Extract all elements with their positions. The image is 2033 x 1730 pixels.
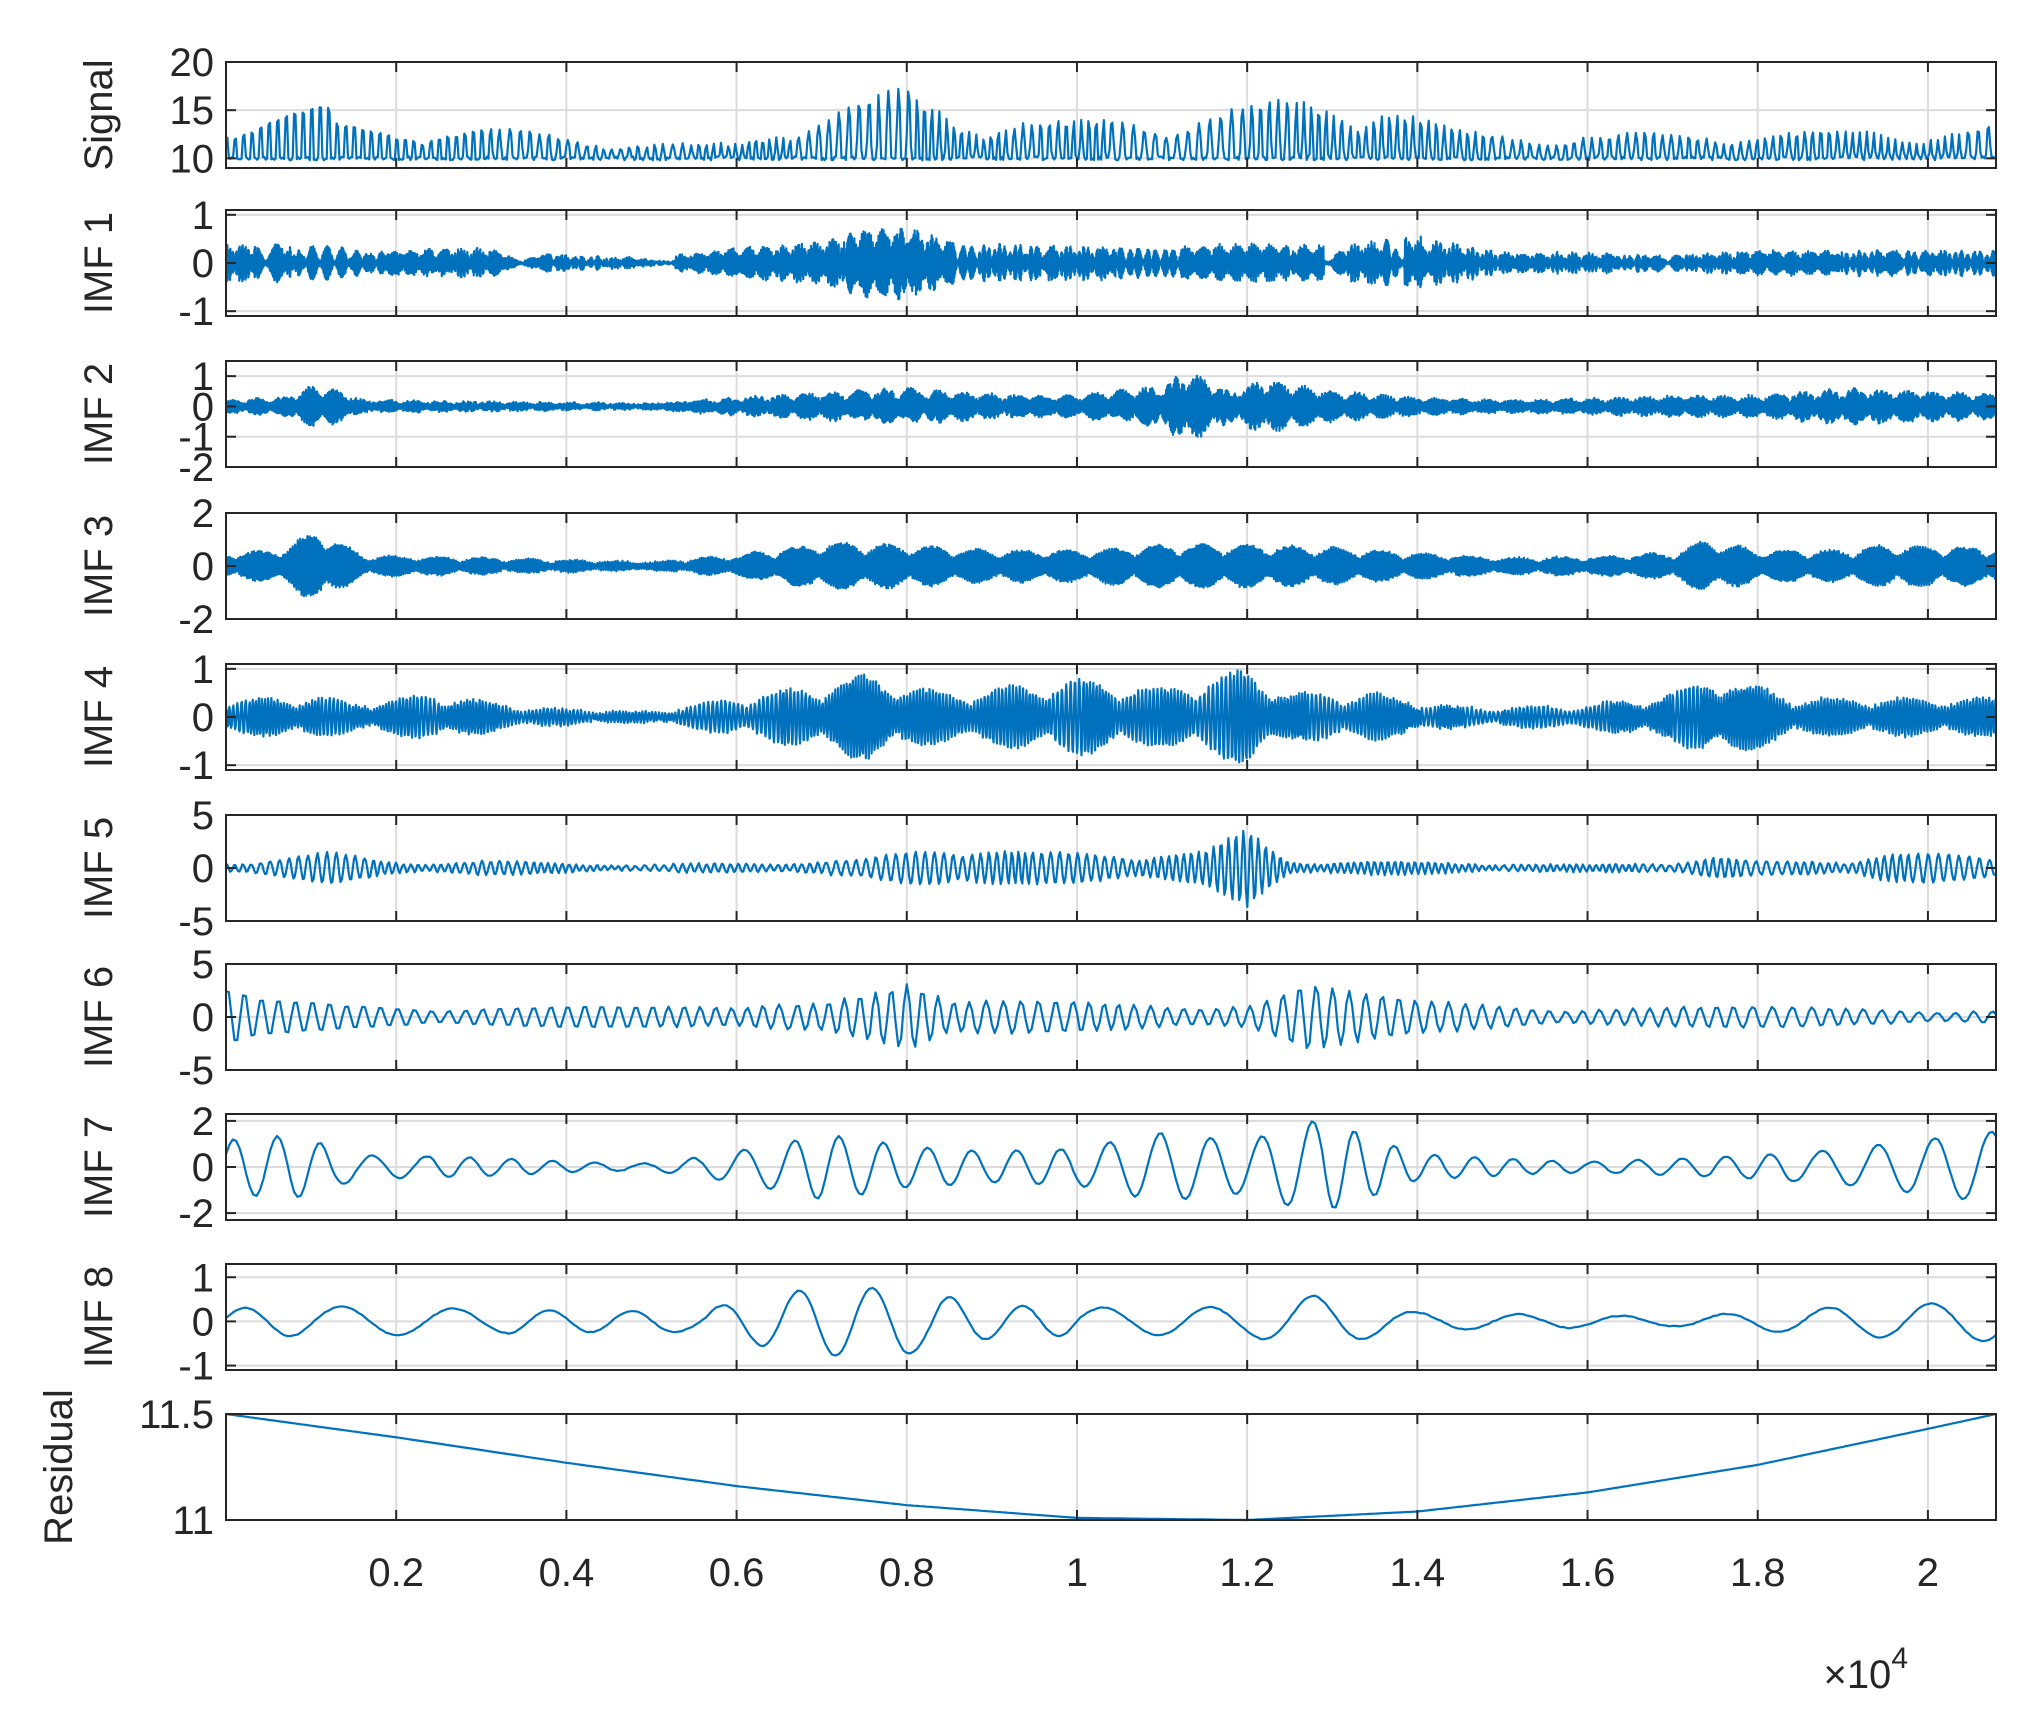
- x-tick-label: 1.2: [1219, 1551, 1275, 1595]
- y-tick-label: -5: [178, 900, 214, 944]
- y-axis-label: Residual: [37, 1389, 81, 1545]
- subplot-9: -101 IMF 8: [77, 1256, 1997, 1389]
- y-axis-label: IMF 3: [77, 515, 121, 617]
- series-line: [225, 983, 1997, 1050]
- y-axis-label: IMF 1: [77, 212, 121, 314]
- x-axis: 0.2 0.4 0.6 0.8 1 1.2 1.4 1.6 1.8 2: [368, 1551, 1939, 1595]
- y-tick-label: -1: [178, 1345, 214, 1389]
- y-axis-label: IMF 5: [77, 817, 121, 919]
- subplot-3: -2-101 IMF 2: [77, 355, 1997, 490]
- y-tick-label: -1: [178, 744, 214, 788]
- y-axis-label: IMF 6: [77, 966, 121, 1068]
- y-tick-label: 10: [170, 137, 215, 181]
- y-tick-label: 1: [192, 194, 214, 238]
- y-tick-label: 1: [192, 648, 214, 692]
- subplot-4: -2 0 2 IMF 3: [77, 492, 1998, 642]
- gridlines: [226, 1264, 1996, 1370]
- y-tick-label: 5: [192, 943, 214, 987]
- y-tick-label: 15: [170, 89, 215, 133]
- y-tick-label: 20: [170, 41, 215, 85]
- series-line: [224, 374, 1997, 438]
- x-tick-label: 0.6: [709, 1551, 765, 1595]
- x-tick-label: 2: [1917, 1551, 1939, 1595]
- series-line: [225, 87, 1995, 162]
- series-line: [225, 829, 1996, 909]
- subplot-8: -202 IMF 7: [77, 1100, 1997, 1236]
- y-tick-label: 0: [192, 847, 214, 891]
- y-tick-label: 1: [192, 1256, 214, 1300]
- x-tick-label: 0.4: [539, 1551, 595, 1595]
- axes-box: [225, 61, 1997, 169]
- y-axis-label: Signal: [77, 59, 121, 170]
- subplot-6: -5 0 5 IMF 5: [77, 794, 1997, 944]
- y-tick-label: 11: [172, 1499, 214, 1543]
- axes-box: [225, 1263, 1997, 1371]
- x-axis-exponent-base: ×10: [1823, 1653, 1891, 1697]
- series-line: [224, 535, 1998, 598]
- y-tick-label: -1: [178, 290, 214, 334]
- series-line: [225, 1286, 1997, 1357]
- x-tick-label: 1: [1066, 1551, 1088, 1595]
- y-tick-label: -5: [178, 1049, 214, 1093]
- y-axis-label: IMF 2: [77, 363, 121, 465]
- gridlines: [226, 1114, 1996, 1220]
- subplot-2: -101 IMF 1: [77, 194, 1998, 334]
- subplot-7: -5 0 5 IMF 6: [77, 943, 1997, 1093]
- y-tick-label: 0: [192, 1146, 214, 1190]
- subplot-5: -101 IMF 4: [77, 648, 1997, 788]
- axes-box: [225, 360, 1997, 468]
- y-tick-label: 11.5: [139, 1393, 214, 1437]
- y-tick-label: 2: [192, 492, 214, 536]
- x-tick-label: 0.2: [368, 1551, 424, 1595]
- x-tick-label: 0.8: [879, 1551, 935, 1595]
- y-axis-label: IMF 8: [77, 1266, 121, 1368]
- x-tick-label: 1.8: [1730, 1551, 1786, 1595]
- x-tick-label: 1.4: [1390, 1551, 1446, 1595]
- gridlines: [395, 1414, 1929, 1520]
- y-tick-label: -1: [178, 416, 214, 460]
- axes-box: [225, 1413, 1997, 1521]
- y-tick-label: 2: [192, 1100, 214, 1144]
- x-axis-exponent-multiplier: ×104: [1823, 1642, 1908, 1697]
- y-tick-label: 0: [192, 996, 214, 1040]
- y-axis-label: IMF 4: [77, 666, 121, 768]
- subplot-10: 11 11.5 Residual: [37, 1389, 1997, 1545]
- y-axis-label: IMF 7: [77, 1116, 121, 1218]
- series-line: [225, 1412, 1997, 1522]
- y-tick-label: 0: [192, 242, 214, 286]
- y-tick-label: 0: [192, 545, 214, 589]
- y-tick-label: 5: [192, 794, 214, 838]
- series-line: [224, 1120, 1997, 1209]
- y-tick-label: 1: [192, 355, 214, 399]
- x-axis-exponent-power: 4: [1891, 1642, 1908, 1675]
- y-tick-label: 0: [192, 696, 214, 740]
- y-tick-label: 0: [192, 385, 214, 429]
- y-tick-label: -2: [178, 598, 214, 642]
- y-tick-label: 0: [192, 1300, 214, 1344]
- x-tick-label: 1.6: [1560, 1551, 1616, 1595]
- y-tick-label: -2: [178, 1192, 214, 1236]
- series-line: [224, 669, 1997, 764]
- series-line: [224, 227, 1998, 301]
- y-tick-label: -2: [178, 446, 214, 490]
